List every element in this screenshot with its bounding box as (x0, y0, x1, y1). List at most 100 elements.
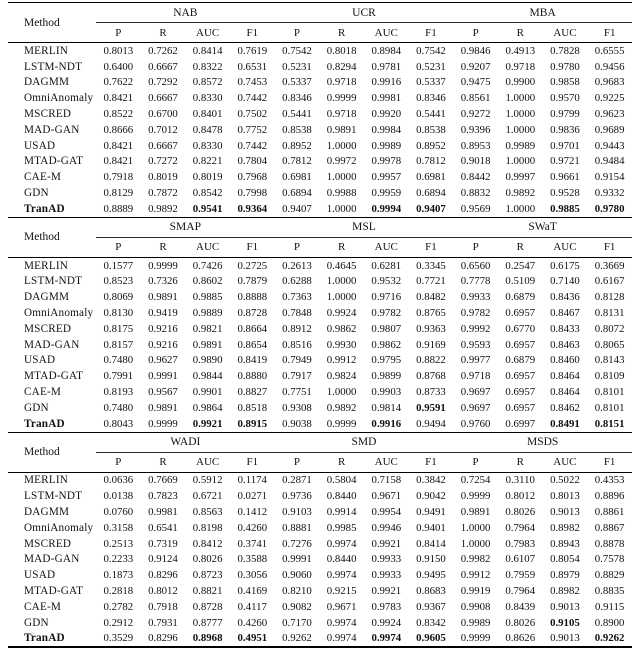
value-cell: 1.0000 (326, 386, 357, 399)
value-cell: 0.8522 (103, 108, 134, 121)
metric-column-header: R (516, 241, 524, 254)
value-cell: 0.9900 (505, 76, 536, 89)
value-cell: 0.5231 (416, 60, 446, 73)
value-cell: 0.7170 (282, 616, 312, 629)
value-cell: 0.9364 (237, 202, 268, 215)
value-cell: 0.9671 (326, 600, 357, 613)
value-cell: 0.8952 (416, 139, 446, 152)
value-cell: 0.2233 (103, 553, 134, 566)
method-column-header: Method (24, 446, 60, 459)
value-cell: 0.9989 (505, 139, 536, 152)
value-cell: 0.8442 (460, 171, 491, 184)
table-row: CAE-M 0.7918 0.8019 0.8019 0.7968 0.6981 1.000… (8, 169, 632, 185)
value-cell: 0.5441 (416, 108, 446, 121)
metric-column-header: AUC (553, 241, 577, 254)
metric-column-header: F1 (603, 456, 616, 469)
value-cell: 0.8777 (192, 616, 223, 629)
value-cell: 1.0000 (505, 202, 536, 215)
value-cell: 0.7949 (282, 354, 312, 367)
value-cell: 0.9367 (416, 600, 446, 613)
value-cell: 0.0271 (237, 490, 268, 503)
metric-column-header: F1 (603, 26, 616, 39)
value-cell: 0.9920 (371, 108, 402, 121)
value-cell: 0.9974 (371, 632, 402, 645)
method-cell: CAE-M (24, 386, 62, 399)
value-cell: 0.9013 (550, 632, 580, 645)
table-row: LSTM-NDT 0.6400 0.6667 0.8322 0.6531 0.5231 0.… (8, 59, 632, 75)
table-row: OmniAnomaly 0.8421 0.6667 0.8330 0.7442 0.834… (8, 90, 632, 106)
value-cell: 0.4260 (237, 616, 268, 629)
table-row: TranAD 0.8889 0.9892 0.9541 0.9364 0.9407 1.00… (8, 201, 632, 217)
value-cell: 0.9401 (416, 521, 446, 534)
value-cell: 1.0000 (505, 123, 536, 136)
value-cell: 0.8867 (594, 521, 625, 534)
value-cell: 0.9718 (460, 370, 491, 383)
value-cell: 0.8026 (505, 616, 536, 629)
value-cell: 0.8421 (103, 155, 134, 168)
value-cell: 0.8723 (192, 569, 223, 582)
metric-column-header: P (293, 241, 301, 254)
value-cell: 0.9697 (460, 401, 491, 414)
value-cell: 0.9912 (460, 569, 491, 582)
value-cell: 0.2818 (103, 585, 134, 597)
value-cell: 0.9207 (460, 60, 491, 73)
value-cell: 0.4913 (505, 44, 536, 57)
value-cell: 0.9954 (371, 506, 402, 519)
value-cell: 0.9042 (416, 490, 446, 503)
value-cell: 0.8968 (192, 632, 223, 645)
value-cell: 0.8019 (148, 171, 178, 184)
value-cell: 0.9836 (550, 123, 580, 136)
value-cell: 0.9782 (460, 307, 491, 320)
value-cell: 0.6555 (594, 44, 625, 57)
value-cell: 0.5912 (192, 474, 223, 487)
value-cell: 0.8538 (282, 123, 312, 136)
value-cell: 0.6281 (371, 259, 402, 272)
value-cell: 0.7622 (103, 76, 134, 89)
value-cell: 0.9821 (192, 322, 223, 335)
metric-column-header: P (293, 26, 301, 39)
value-cell: 0.9930 (326, 338, 357, 351)
value-cell: 0.6957 (505, 338, 536, 351)
value-cell: 0.9150 (416, 553, 446, 566)
method-cell: MAD-GAN (24, 123, 80, 136)
metric-column-header: AUC (196, 456, 220, 469)
method-cell: MSCRED (24, 108, 72, 121)
metric-column-header: P (472, 241, 479, 254)
value-cell: 0.8880 (237, 370, 268, 383)
value-cell: 0.9924 (326, 307, 357, 320)
value-cell: 0.9997 (505, 171, 536, 184)
value-cell: 0.8436 (550, 291, 580, 304)
value-cell: 0.8561 (460, 92, 491, 105)
value-cell: 1.0000 (326, 275, 357, 288)
value-cell: 0.7158 (371, 474, 402, 487)
value-cell: 0.8065 (594, 338, 625, 351)
value-cell: 0.8664 (237, 322, 268, 335)
value-cell: 0.9272 (460, 108, 491, 121)
metric-column-header: AUC (374, 456, 398, 469)
method-cell: MTAD-GAT (24, 370, 84, 383)
value-cell: 0.9082 (282, 600, 312, 613)
value-cell: 0.9124 (148, 553, 178, 566)
method-cell: USAD (24, 139, 56, 152)
value-cell: 0.8832 (460, 187, 491, 200)
value-cell: 0.8210 (282, 585, 312, 597)
value-cell: 0.7272 (148, 155, 178, 168)
results-table-block-smap-msl-swat: Method SMAP MSL SWaT P R AUC F1 P R AUC F1 P R AUC F1 ME… (8, 216, 632, 432)
value-cell: 0.3842 (416, 474, 446, 487)
table-row: USAD 0.8421 0.6667 0.8330 0.7442 0.8952 1.0000… (8, 138, 632, 154)
value-cell: 0.5337 (416, 76, 446, 89)
table-row: DAGMM 0.7622 0.7292 0.8572 0.7453 0.5337 0.971… (8, 75, 632, 91)
value-cell: 0.9885 (550, 202, 580, 215)
value-cell: 0.5109 (505, 275, 536, 288)
value-cell: 0.7326 (148, 275, 178, 288)
value-cell: 0.9567 (148, 386, 178, 399)
value-cell: 0.8768 (416, 370, 446, 383)
value-cell: 0.8984 (371, 44, 402, 57)
value-cell: 0.9443 (594, 139, 625, 152)
table-row: TranAD 0.8043 0.9999 0.9921 0.8915 0.9038 0.99… (8, 416, 632, 432)
value-cell: 0.7254 (460, 474, 491, 487)
table-row: MERLIN 0.1577 0.9999 0.7426 0.2725 0.2613 0.46… (8, 257, 632, 273)
value-cell: 0.8346 (416, 92, 446, 105)
value-cell: 0.6957 (505, 386, 536, 399)
